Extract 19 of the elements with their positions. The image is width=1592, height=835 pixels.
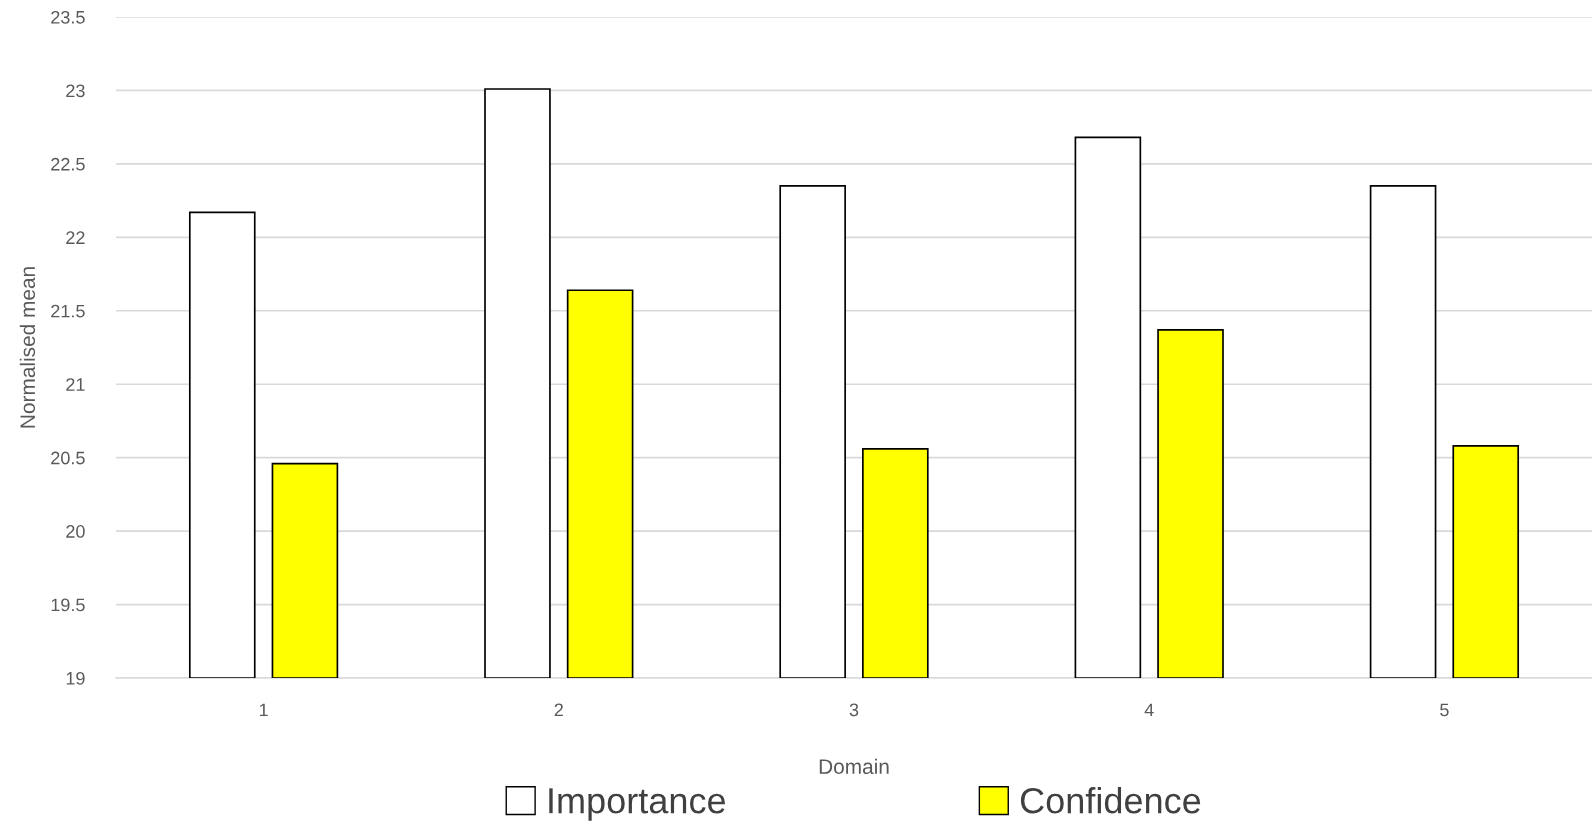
y-tick-label: 21 (66, 378, 85, 391)
y-tick-label: 19.5 (51, 598, 85, 612)
x-tick-label: 5 (1440, 703, 1449, 717)
y-tick-label: 20 (66, 525, 85, 538)
x-tick-label: 1 (259, 703, 268, 717)
y-tick-label: 22.5 (51, 157, 85, 171)
y-tick-label: 23 (66, 84, 85, 98)
x-tick-label: 3 (849, 703, 859, 717)
y-axis-title: Normalised mean (19, 267, 36, 428)
x-tick-label: 4 (1144, 703, 1154, 717)
y-tick-label: 21.5 (51, 304, 85, 318)
y-tick-label: 22 (66, 231, 85, 244)
x-axis-title: Domain (819, 758, 889, 775)
y-tick-label: 20.5 (51, 451, 85, 465)
x-tick-label: 2 (554, 703, 563, 717)
y-tick-label: 23.5 (51, 10, 85, 24)
legend-label: Confidence (1020, 787, 1201, 814)
y-tick-label: 19 (66, 671, 85, 685)
legend-label: Importance (549, 788, 725, 821)
